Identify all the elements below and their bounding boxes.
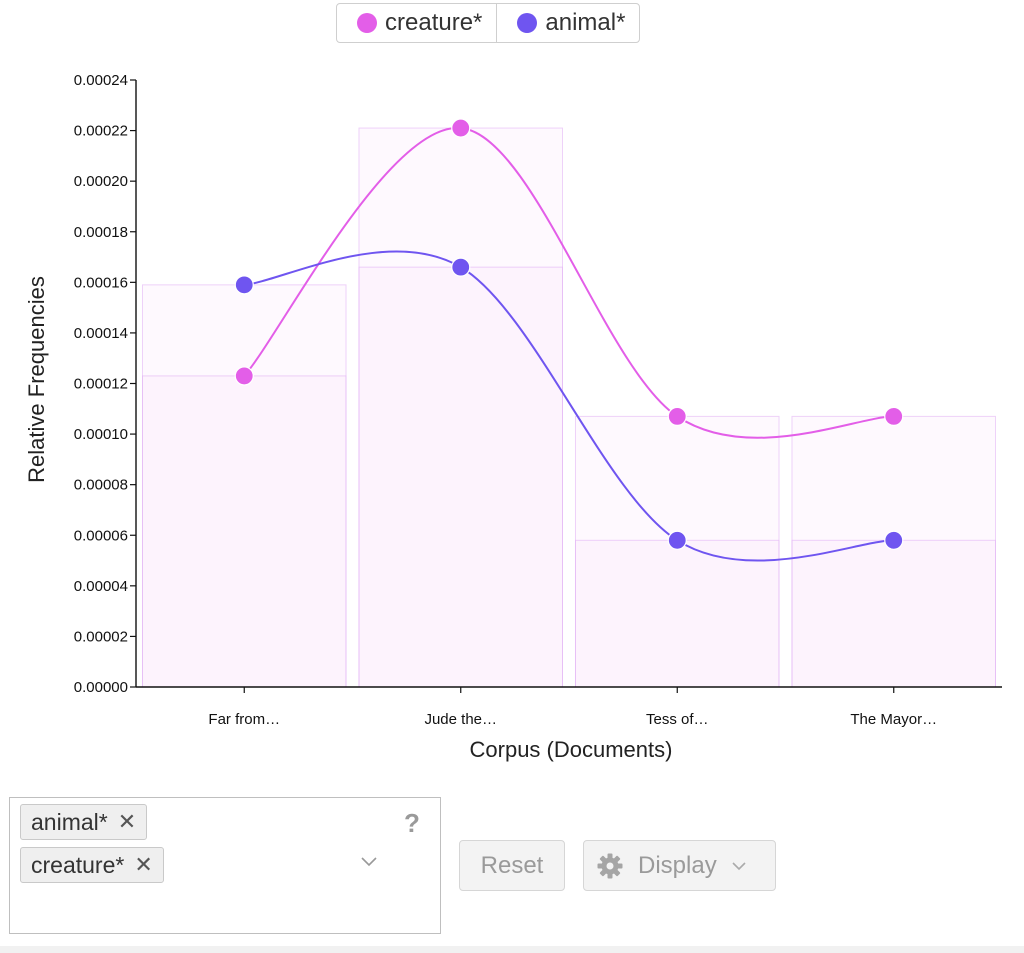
remove-tag-icon[interactable]: ✕	[117, 809, 137, 834]
x-tick-label: The Mayor…	[850, 711, 937, 728]
display-button-label: Display	[638, 851, 717, 879]
chart-legend: creature* animal*	[336, 3, 641, 43]
bar-animal-0	[141, 284, 347, 688]
y-tick-label: 0.00002	[74, 628, 128, 645]
y-tick-label: 0.00016	[74, 274, 128, 291]
bar-animal-2	[574, 539, 780, 688]
legend-item-animal[interactable]: animal*	[496, 4, 639, 42]
bar-creature-3	[791, 415, 997, 688]
gear-icon	[597, 853, 623, 878]
footer-bar	[0, 946, 1024, 953]
display-button[interactable]: Display	[583, 840, 776, 891]
term-tag-label: creature*	[31, 851, 125, 878]
line-chart: 0.00000 0.00002 0.00004 0.00006 0.00008 0.000…	[24, 72, 1002, 762]
point-creature-2	[667, 406, 687, 426]
point-animal-3	[884, 530, 904, 550]
point-animal-1	[451, 257, 471, 277]
bars-layer	[141, 127, 997, 688]
point-animal-0	[234, 275, 254, 295]
x-tick-label: Tess of…	[646, 711, 709, 728]
y-tick-label: 0.00018	[74, 224, 128, 241]
point-animal-2	[667, 530, 687, 550]
bar-animal-1	[358, 266, 564, 688]
bar-animal-3	[791, 539, 997, 688]
y-tick-label: 0.00000	[74, 679, 128, 696]
chevron-down-icon[interactable]	[360, 852, 378, 870]
series-line-animal	[244, 250, 894, 562]
help-icon[interactable]: ?	[404, 808, 420, 838]
bar-creature-2	[574, 415, 780, 688]
point-creature-0	[234, 366, 254, 386]
bar-creature-1	[358, 127, 564, 688]
reset-button[interactable]: Reset	[459, 840, 565, 891]
points-layer	[234, 118, 904, 550]
legend-label-animal: animal*	[545, 9, 626, 36]
y-tick-label: 0.00010	[74, 426, 128, 443]
x-axis-title: Corpus (Documents)	[470, 737, 673, 762]
lines-layer	[243, 127, 894, 562]
y-tick-label: 0.00014	[74, 325, 128, 342]
legend-item-creature[interactable]: creature*	[337, 4, 496, 42]
legend-dot-creature	[357, 13, 377, 33]
chevron-down-icon	[732, 861, 746, 870]
term-tag-creature: creature* ✕	[20, 847, 164, 883]
y-axis-title: Relative Frequencies	[24, 276, 49, 483]
y-tick-label: 0.00024	[74, 72, 128, 89]
y-tick-label: 0.00004	[74, 578, 128, 595]
y-tick-label: 0.00020	[74, 173, 128, 190]
legend-dot-animal	[517, 13, 538, 33]
series-line-creature	[243, 127, 894, 439]
term-tag-label: animal*	[31, 808, 108, 835]
y-tick-label: 0.00012	[74, 376, 128, 393]
y-tick-label: 0.00006	[74, 527, 128, 544]
x-tick-label: Far from…	[208, 711, 280, 728]
y-tick-label: 0.00008	[74, 477, 128, 494]
remove-tag-icon[interactable]: ✕	[134, 852, 153, 877]
point-creature-1	[451, 118, 471, 138]
x-tick-label: Jude the…	[424, 711, 497, 728]
term-tag-animal: animal* ✕	[20, 804, 148, 840]
y-tick-label: 0.00022	[74, 123, 128, 140]
bar-creature-0	[141, 375, 347, 688]
axes-layer: 0.00000 0.00002 0.00004 0.00006 0.00008 0.000…	[74, 72, 1002, 728]
legend-label-creature: creature*	[385, 9, 483, 36]
point-creature-3	[884, 406, 904, 426]
